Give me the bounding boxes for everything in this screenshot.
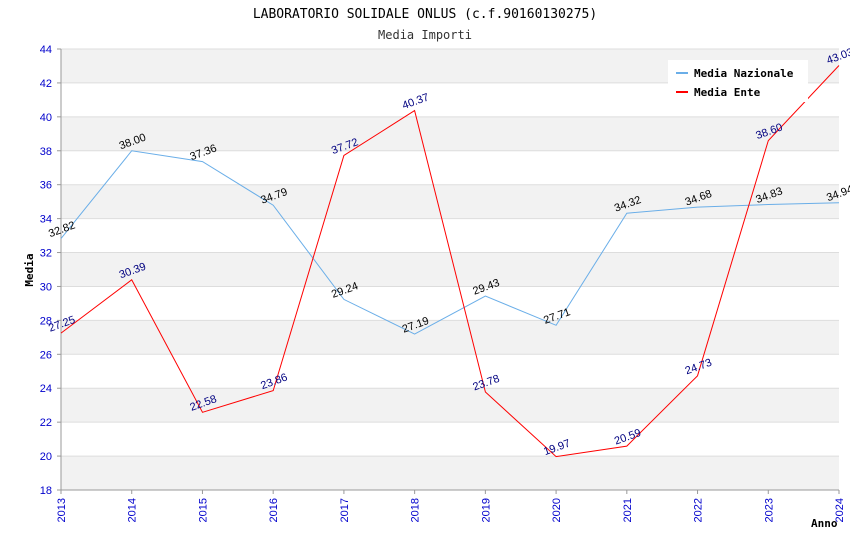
legend-label: Media Ente <box>694 86 761 99</box>
series-line-media-ente <box>60 65 840 458</box>
data-label: 24.73 <box>684 357 714 378</box>
x-axis-label: Anno <box>811 517 838 530</box>
series-line-media-nazionale <box>60 150 840 335</box>
x-tick-label: 2020 <box>551 498 563 522</box>
grid-lines <box>61 48 839 491</box>
y-tick-label: 40 <box>40 112 52 124</box>
x-tick-label: 2013 <box>56 498 68 522</box>
data-label: 40.37 <box>401 91 431 112</box>
x-tick-label: 2023 <box>763 498 775 522</box>
x-tick-label: 2017 <box>339 498 351 522</box>
legend: Media Nazionale Media Ente <box>668 60 808 102</box>
y-tick-label: 28 <box>40 315 52 327</box>
x-tick-label: 2021 <box>622 498 634 522</box>
chart-title: LABORATORIO SOLIDALE ONLUS (c.f.90160130… <box>253 7 597 22</box>
chart-subtitle: Media Importi <box>378 28 472 42</box>
y-tick-label: 42 <box>40 78 52 90</box>
grid-band <box>61 184 839 219</box>
y-tick-label: 38 <box>40 146 52 158</box>
grid-bands <box>61 49 839 490</box>
y-tick-label: 44 <box>40 44 52 56</box>
y-tick-label: 36 <box>40 180 52 192</box>
y-tick-label: 20 <box>40 451 52 463</box>
legend-box <box>668 60 808 102</box>
x-tick-label: 2024 <box>834 498 846 522</box>
series-lines <box>60 65 840 458</box>
y-axis-label: Media <box>23 253 36 286</box>
y-tick-labels: 18 20 22 24 26 28 30 32 34 36 38 40 42 44 <box>40 44 52 497</box>
x-tick-label: 2015 <box>197 498 209 522</box>
x-tick-label: 2014 <box>127 498 139 522</box>
x-tick-labels: 2013 2014 2015 2016 2017 2018 2019 2020 2021 2022… <box>56 498 846 522</box>
y-tick-label: 32 <box>40 248 52 260</box>
grid-band <box>61 252 839 287</box>
y-tick-label: 34 <box>40 214 52 226</box>
grid-band <box>61 320 839 355</box>
x-tick-label: 2016 <box>268 498 280 522</box>
y-tick-label: 18 <box>40 485 52 497</box>
axes <box>57 48 840 494</box>
legend-label: Media Nazionale <box>694 67 794 80</box>
y-tick-label: 24 <box>40 383 52 395</box>
y-tick-label: 22 <box>40 417 52 429</box>
grid-band <box>61 456 839 490</box>
y-tick-label: 30 <box>40 281 52 293</box>
x-tick-label: 2022 <box>693 498 705 522</box>
x-tick-label: 2018 <box>410 498 422 522</box>
x-tick-label: 2019 <box>480 498 492 522</box>
grid-band <box>61 388 839 423</box>
grid-band <box>61 116 839 151</box>
y-tick-label: 26 <box>40 349 52 361</box>
